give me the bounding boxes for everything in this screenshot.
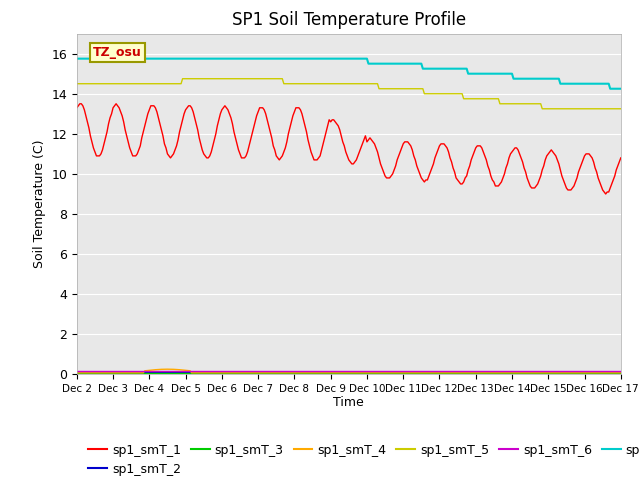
sp1_smT_4	[617, 370, 625, 376]
sp1_smT_3	[550, 370, 558, 376]
sp1_smT_7	[383, 61, 390, 67]
sp1_smT_6	[401, 368, 408, 373]
Legend: sp1_smT_1, sp1_smT_2, sp1_smT_3, sp1_smT_4, sp1_smT_5, sp1_smT_6, sp1_smT_7: sp1_smT_1, sp1_smT_2, sp1_smT_3, sp1_smT…	[83, 439, 640, 480]
sp1_smT_1	[76, 101, 84, 107]
Line: sp1_smT_4: sp1_smT_4	[77, 369, 621, 373]
sp1_smT_6	[413, 368, 420, 373]
sp1_smT_2	[73, 369, 81, 375]
sp1_smT_3	[88, 370, 96, 376]
Y-axis label: Soil Temperature (C): Soil Temperature (C)	[33, 140, 45, 268]
sp1_smT_3	[383, 370, 390, 376]
sp1_smT_1	[73, 105, 81, 111]
sp1_smT_5	[415, 86, 422, 92]
sp1_smT_6	[383, 368, 390, 373]
sp1_smT_4	[384, 370, 392, 376]
sp1_smT_2	[88, 369, 96, 375]
sp1_smT_2	[550, 369, 558, 375]
Title: SP1 Soil Temperature Profile: SP1 Soil Temperature Profile	[232, 11, 466, 29]
sp1_smT_5	[88, 81, 96, 86]
sp1_smT_1	[384, 175, 392, 181]
sp1_smT_2	[617, 369, 625, 375]
sp1_smT_5	[403, 86, 410, 92]
Line: sp1_smT_5: sp1_smT_5	[77, 79, 621, 109]
sp1_smT_3	[401, 370, 408, 376]
sp1_smT_5	[384, 86, 392, 92]
X-axis label: Time: Time	[333, 396, 364, 408]
sp1_smT_6	[550, 368, 558, 373]
Line: sp1_smT_7: sp1_smT_7	[77, 59, 621, 89]
sp1_smT_3	[73, 370, 81, 376]
sp1_smT_4	[552, 370, 559, 376]
sp1_smT_1	[552, 153, 559, 159]
sp1_smT_4	[176, 367, 184, 372]
sp1_smT_2	[383, 369, 390, 375]
sp1_smT_1	[176, 129, 184, 135]
sp1_smT_7	[606, 86, 614, 92]
sp1_smT_2	[401, 369, 408, 375]
sp1_smT_7	[617, 86, 625, 92]
sp1_smT_7	[413, 61, 420, 67]
sp1_smT_7	[174, 56, 182, 61]
sp1_smT_5	[174, 81, 182, 86]
sp1_smT_7	[550, 76, 558, 82]
sp1_smT_1	[415, 167, 422, 173]
sp1_smT_7	[88, 56, 96, 61]
sp1_smT_1	[90, 145, 97, 151]
sp1_smT_3	[413, 370, 420, 376]
sp1_smT_6	[73, 368, 81, 373]
sp1_smT_6	[174, 368, 182, 373]
sp1_smT_6	[88, 368, 96, 373]
Line: sp1_smT_1: sp1_smT_1	[77, 104, 621, 194]
sp1_smT_4	[415, 370, 422, 376]
sp1_smT_4	[73, 370, 81, 376]
sp1_smT_6	[617, 368, 625, 373]
sp1_smT_2	[413, 369, 420, 375]
sp1_smT_5	[73, 81, 81, 86]
sp1_smT_1	[602, 191, 609, 197]
sp1_smT_7	[73, 56, 81, 61]
sp1_smT_7	[401, 61, 408, 67]
sp1_smT_5	[617, 106, 625, 112]
sp1_smT_4	[164, 366, 172, 372]
sp1_smT_5	[538, 106, 546, 112]
sp1_smT_5	[554, 106, 561, 112]
sp1_smT_1	[403, 139, 410, 145]
sp1_smT_4	[88, 370, 96, 376]
Text: TZ_osu: TZ_osu	[93, 46, 142, 59]
sp1_smT_1	[617, 155, 625, 161]
sp1_smT_4	[403, 370, 410, 376]
sp1_smT_5	[179, 76, 186, 82]
sp1_smT_3	[174, 370, 182, 376]
sp1_smT_3	[617, 370, 625, 376]
sp1_smT_2	[174, 369, 182, 375]
